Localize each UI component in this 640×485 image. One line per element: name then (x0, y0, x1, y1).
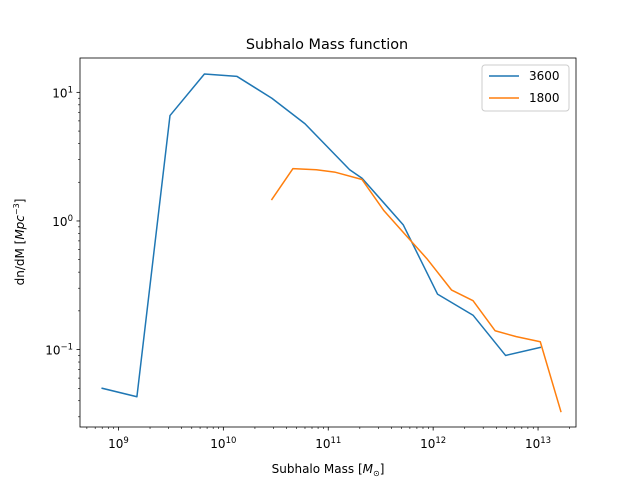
legend-label-1800: 1800 (529, 91, 560, 105)
x-tick-label: 1011 (315, 436, 341, 451)
series-line-3600 (101, 73, 542, 398)
x-tick-label: 109 (108, 436, 129, 451)
y-tick-label: 101 (52, 85, 73, 100)
y-tick-label: 100 (52, 214, 73, 229)
legend: 3600 1800 (481, 64, 570, 112)
y-axis-label: dn/dM [Mpc−3] (12, 199, 27, 286)
x-axis-ticks: 109 1010 1011 1012 1013 (86, 427, 570, 451)
x-tick-label: 1012 (420, 436, 446, 451)
chart-title: Subhalo Mass function (246, 37, 408, 53)
x-tick-label: 1013 (525, 436, 551, 451)
x-axis-label: Subhalo Mass [M⊙] (272, 462, 385, 478)
series-line-1800 (270, 167, 562, 413)
plot-lines (101, 73, 562, 413)
legend-label-3600: 3600 (529, 69, 560, 83)
x-tick-label: 1010 (210, 436, 236, 451)
y-tick-label: 10−1 (45, 343, 73, 358)
y-axis-ticks: 10−1 100 101 (45, 85, 80, 418)
